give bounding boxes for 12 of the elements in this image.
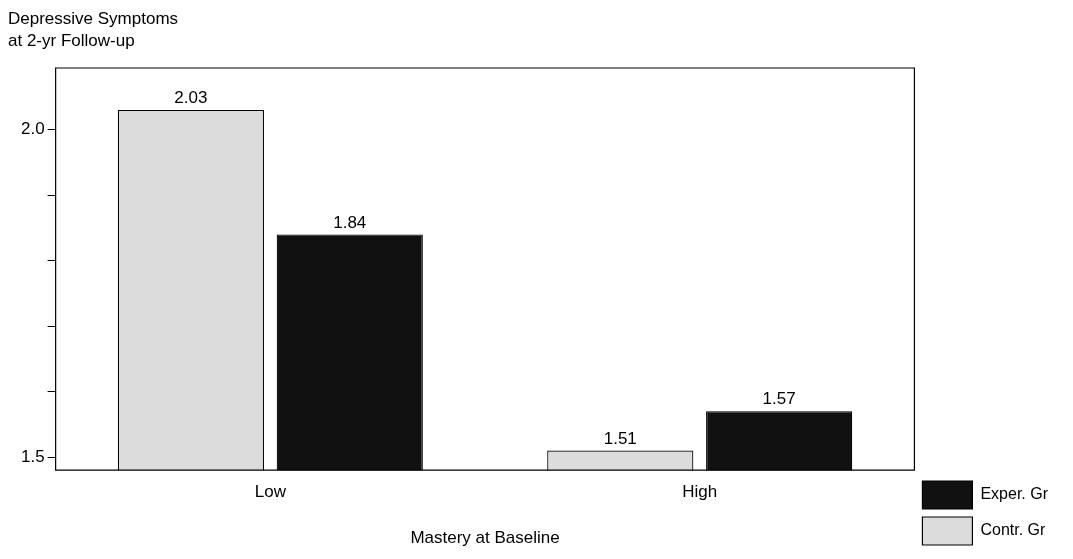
y-axis-title: Depressive Symptoms at 2-yr Follow-up [8, 8, 179, 52]
legend-label: Contr. Gr [980, 521, 1046, 539]
data-label: 1.57 [762, 389, 796, 409]
data-label: 1.84 [333, 212, 367, 232]
y-tick-label: 2.0 [20, 119, 45, 139]
legend-label: Exper. Gr [980, 485, 1049, 503]
data-label: 2.03 [174, 88, 208, 108]
x-axis-title: Mastery at Baseline [410, 528, 560, 548]
data-label: 1.51 [603, 428, 637, 448]
y-tick-label: 1.5 [20, 446, 45, 466]
x-tick-label: Low [254, 482, 287, 502]
x-tick-label: High [682, 482, 718, 502]
